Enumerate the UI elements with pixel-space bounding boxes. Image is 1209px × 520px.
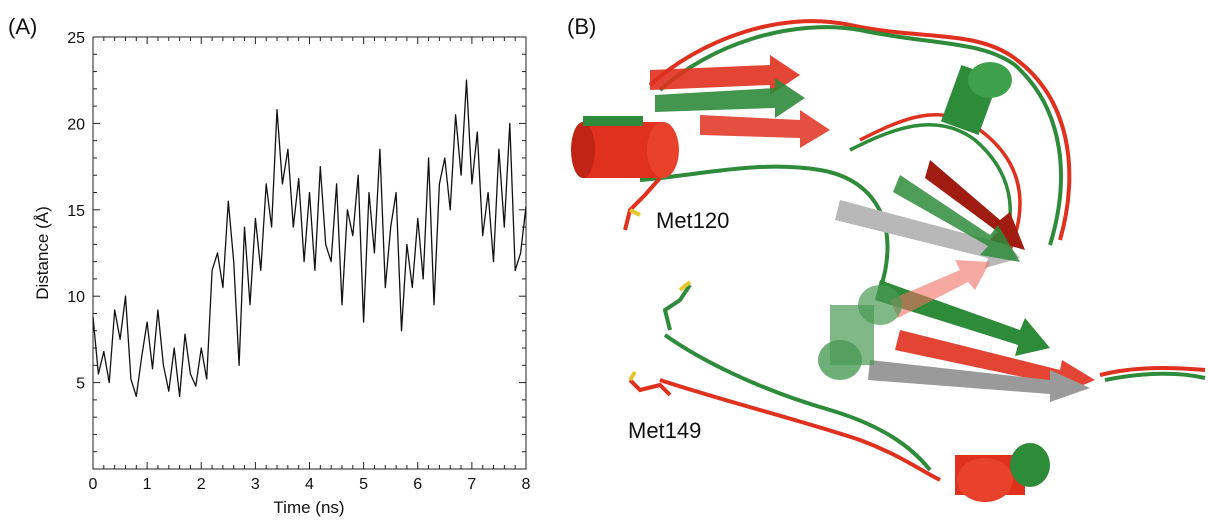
y-axis-label: Distance (Å) xyxy=(33,206,52,300)
x-tick-label: 0 xyxy=(89,476,98,493)
x-tick-label: 7 xyxy=(467,476,476,493)
y-tick-label: 25 xyxy=(67,30,85,47)
axis-ticks xyxy=(92,36,527,470)
helix-green-mid xyxy=(818,285,902,380)
strand-grey-2 xyxy=(868,360,1090,402)
x-tick-label: 5 xyxy=(359,476,368,493)
protein-structure-overlay: Met120 Met149 xyxy=(571,19,1206,502)
met149-sulfur xyxy=(628,370,637,382)
x-tick-label: 2 xyxy=(197,476,206,493)
x-tick-label: 4 xyxy=(305,476,314,493)
y-tick-label: 15 xyxy=(67,203,85,220)
strand-green-1 xyxy=(655,78,805,118)
met120-label: Met120 xyxy=(656,208,729,233)
x-tick-label: 1 xyxy=(143,476,152,493)
strand-red-2 xyxy=(700,110,830,148)
loop-red-bottom xyxy=(659,378,941,482)
loop-green-bottom xyxy=(663,333,932,472)
helix-green-top xyxy=(940,62,1012,136)
met-green-sidechain xyxy=(662,283,692,331)
x-tick-label: 8 xyxy=(522,476,531,493)
met-green-sulfur xyxy=(678,280,692,292)
loop-green-right xyxy=(1104,371,1206,382)
panel-b-label: (B) xyxy=(567,14,596,39)
y-tick-labels: 5 10 15 20 25 xyxy=(67,30,85,393)
y-tick-label: 20 xyxy=(67,116,85,133)
loop-red-right xyxy=(1099,365,1206,377)
x-tick-labels: 0 1 2 3 4 5 6 7 8 xyxy=(89,476,531,493)
met149-sidechain xyxy=(628,378,672,397)
distance-chart: 0 1 2 3 4 5 6 7 8 5 10 15 20 25 Time (ns) Distance (… xyxy=(33,30,531,517)
strand-red-3 xyxy=(895,330,1095,395)
strand-red-5 xyxy=(890,260,990,318)
strand-red-4 xyxy=(925,160,1025,250)
met120-sulfur xyxy=(629,208,641,217)
panel-a-label: (A) xyxy=(8,14,37,39)
loop-red-top xyxy=(648,19,1072,241)
met149-label: Met149 xyxy=(628,418,701,443)
y-tick-label: 10 xyxy=(67,289,85,306)
met120-sidechain xyxy=(623,176,662,231)
strand-grey-1 xyxy=(835,200,1020,268)
strand-green-3 xyxy=(893,175,1020,262)
loop-green-mid xyxy=(639,164,890,291)
loop-green-top xyxy=(658,25,1063,246)
strand-red-1 xyxy=(650,55,800,95)
y-tick-label: 5 xyxy=(76,376,85,393)
helix-red-bottom xyxy=(955,443,1050,502)
x-tick-label: 3 xyxy=(251,476,260,493)
x-tick-label: 6 xyxy=(413,476,422,493)
helix-red-left xyxy=(571,116,679,178)
plot-frame xyxy=(92,36,527,470)
distance-series-line xyxy=(92,79,527,398)
x-axis-label: Time (ns) xyxy=(273,498,344,517)
